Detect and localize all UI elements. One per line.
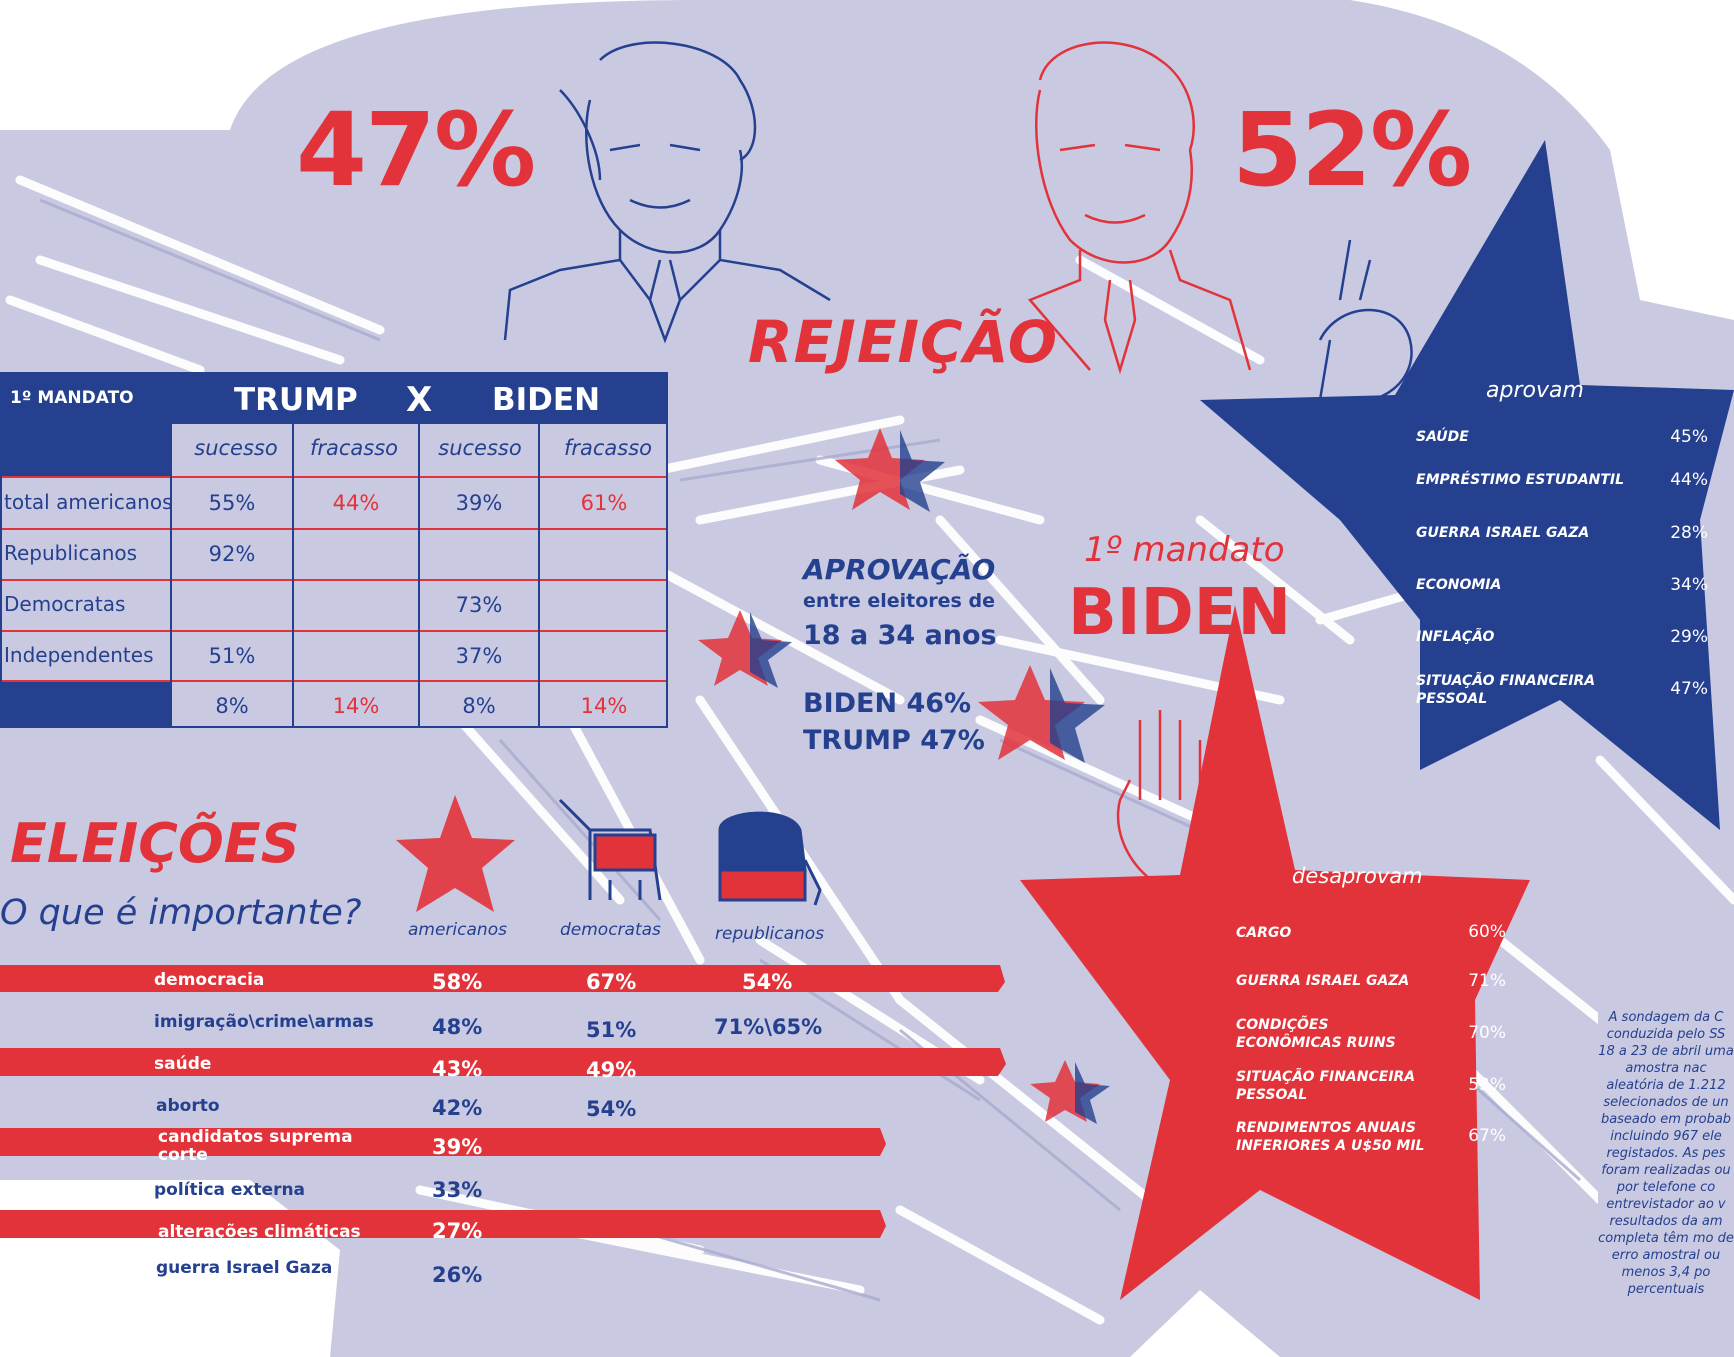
group-label-republicanos: republicanos bbox=[715, 924, 825, 944]
issue-label: alterações climáticas bbox=[158, 1222, 361, 1242]
issue-value: 58% bbox=[432, 970, 483, 994]
table-cell: 73% bbox=[455, 593, 503, 617]
issue-value: 39% bbox=[432, 1135, 483, 1159]
elections-subtitle: O que é importante? bbox=[0, 893, 362, 933]
table-biden-header: BIDEN bbox=[492, 382, 601, 418]
approve-item-label: EMPRÉSTIMO ESTUDANTIL bbox=[1416, 472, 1625, 488]
group-label-democratas: democratas bbox=[560, 920, 661, 940]
issue-value: 43% bbox=[432, 1057, 483, 1081]
table-trump-header: TRUMP bbox=[234, 382, 358, 418]
disapprove-item-label: CARGO bbox=[1236, 925, 1292, 941]
issue-label: política externa bbox=[154, 1180, 306, 1200]
issue-value: 54% bbox=[742, 970, 793, 994]
issue-value: 33% bbox=[432, 1178, 483, 1202]
rejection-title: REJEIÇÃO bbox=[748, 308, 1059, 376]
issue-label: saúde bbox=[154, 1054, 212, 1074]
approve-item-label: INFLAÇÃO bbox=[1416, 629, 1495, 645]
approve-item-label: SAÚDE bbox=[1416, 429, 1469, 445]
approve-item-value: 44% bbox=[1670, 470, 1708, 490]
mandate-line1: 1º mandato bbox=[1084, 530, 1285, 570]
disapprove-item-label: GUERRA ISRAEL GAZA bbox=[1236, 973, 1410, 989]
elections-title: ELEIÇÕES bbox=[10, 812, 300, 875]
table-cell: 14% bbox=[580, 694, 628, 718]
approve-item-label: ECONOMIA bbox=[1416, 577, 1502, 593]
disapprove-item-label: CONDIÇÕES ECONÔMICAS RUINS bbox=[1236, 1017, 1396, 1051]
disapprove-item-value: 60% bbox=[1468, 922, 1506, 942]
issue-label: candidatos suprema corte bbox=[158, 1127, 353, 1165]
issue-label: guerra Israel Gaza bbox=[156, 1258, 333, 1278]
approve-item-value: 29% bbox=[1670, 627, 1708, 647]
issue-label: aborto bbox=[156, 1096, 220, 1116]
issue-value: 71%\65% bbox=[714, 1015, 823, 1039]
disapprove-item-label: RENDIMENTOS ANUAIS INFERIORES A U$50 MIL bbox=[1236, 1120, 1425, 1154]
issue-value: 48% bbox=[432, 1015, 483, 1039]
issue-label: imigração\crime\armas bbox=[154, 1012, 374, 1032]
table-subheader: sucesso bbox=[438, 436, 522, 460]
approve-item-label: SITUAÇÃO FINANCEIRA PESSOAL bbox=[1416, 673, 1596, 707]
group-label-americanos: americanos bbox=[408, 920, 507, 940]
issue-value: 26% bbox=[432, 1263, 483, 1287]
issue-label: democracia bbox=[154, 970, 265, 990]
table-subheader: sucesso bbox=[194, 436, 278, 460]
issue-value: 27% bbox=[432, 1219, 483, 1243]
issue-value: 67% bbox=[586, 970, 637, 994]
disapprove-item-value: 67% bbox=[1468, 1126, 1506, 1146]
approve-item-value: 34% bbox=[1670, 575, 1708, 595]
issue-value: 49% bbox=[586, 1058, 637, 1082]
youth-biden: BIDEN 46% bbox=[803, 688, 972, 719]
disapprove-item-value: 70% bbox=[1468, 1023, 1506, 1043]
table-cell: 55% bbox=[208, 491, 256, 515]
table-cell: 8% bbox=[215, 694, 249, 718]
table-row-label: Independentes bbox=[4, 643, 154, 667]
table-cell: 39% bbox=[455, 491, 503, 515]
table-subheader: fracasso bbox=[309, 436, 399, 460]
table-cell: 37% bbox=[455, 644, 503, 668]
issue-value: 51% bbox=[586, 1018, 637, 1042]
table-row-label: Democratas bbox=[4, 592, 126, 616]
approve-item-value: 47% bbox=[1670, 679, 1708, 699]
trump-rejection-pct: 47% bbox=[296, 91, 536, 210]
table-cell: 8% bbox=[462, 694, 496, 718]
issue-value: 42% bbox=[432, 1096, 483, 1120]
table-cell: 44% bbox=[332, 491, 380, 515]
disapprove-item-label: SITUAÇÃO FINANCEIRA PESSOAL bbox=[1236, 1069, 1416, 1103]
biden-rejection-pct: 52% bbox=[1232, 91, 1472, 210]
table-cell: 61% bbox=[580, 491, 628, 515]
donkey-icon bbox=[558, 798, 662, 901]
approve-item-label: GUERRA ISRAEL GAZA bbox=[1416, 525, 1590, 541]
youth-line3: 18 a 34 anos bbox=[803, 620, 997, 651]
table-row-label: total americanos bbox=[4, 490, 173, 514]
table-subheader: fracasso bbox=[563, 436, 653, 460]
mandate-line2: BIDEN bbox=[1068, 576, 1291, 650]
flag-stripes bbox=[0, 965, 1006, 1238]
table-x-header: X bbox=[406, 380, 433, 420]
table-corner-label: 1º MANDATO bbox=[10, 388, 134, 408]
approve-item-value: 45% bbox=[1670, 427, 1708, 447]
youth-title: APROVAÇÃO bbox=[803, 553, 996, 586]
disapprove-item-value: 53% bbox=[1468, 1075, 1506, 1095]
table-cell: 92% bbox=[208, 542, 256, 566]
table-cell: 14% bbox=[332, 694, 380, 718]
approve-item-value: 28% bbox=[1670, 523, 1708, 543]
table-row-label: Republicanos bbox=[4, 541, 138, 565]
issue-value: 54% bbox=[586, 1097, 637, 1121]
disapprove-title: desaprovam bbox=[1292, 864, 1423, 888]
disapprove-item-value: 71% bbox=[1468, 971, 1506, 991]
elephant-icon bbox=[718, 811, 822, 906]
table-header: 1º MANDATO TRUMP X BIDEN bbox=[2, 374, 666, 424]
approval-table: 1º MANDATO TRUMP X BIDEN sucesso fracass… bbox=[0, 372, 668, 728]
youth-line2: entre eleitores de bbox=[803, 590, 995, 612]
approve-title: aprovam bbox=[1486, 378, 1584, 403]
youth-trump: TRUMP 47% bbox=[803, 725, 985, 756]
small-stars bbox=[698, 428, 1110, 1124]
american-star-icon bbox=[396, 795, 515, 912]
table-cell: 51% bbox=[208, 644, 256, 668]
methodology-note: A sondagem da C conduzida pelo SS 18 a 2… bbox=[1598, 1005, 1734, 1302]
